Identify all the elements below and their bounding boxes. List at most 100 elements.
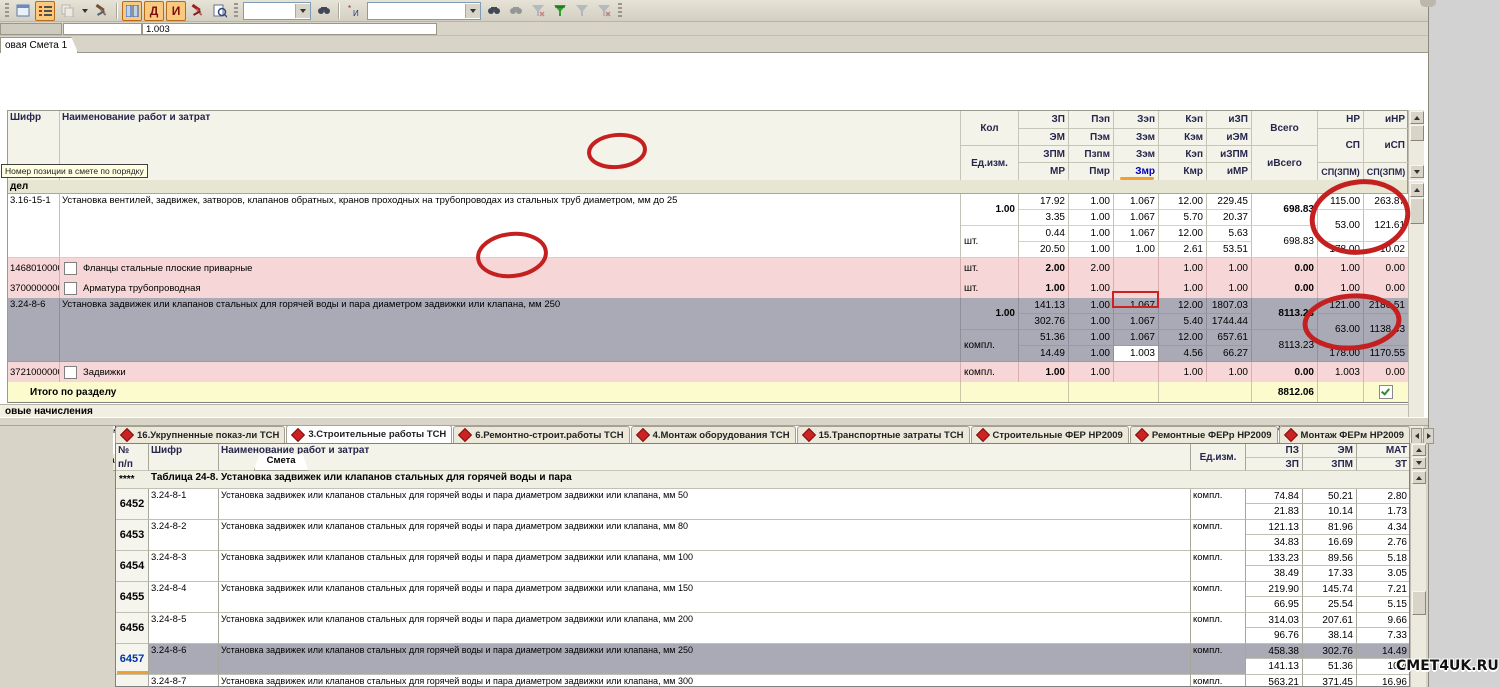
material-p[interactable]: 1.00 xyxy=(1069,278,1114,298)
material-unit[interactable]: компл. xyxy=(961,362,1019,382)
cell-kmr[interactable]: 2.61 xyxy=(1159,242,1207,258)
i-mode-button[interactable]: И xyxy=(166,0,186,21)
row-code[interactable]: 3.24-8-1 xyxy=(149,489,219,520)
cell-izpm[interactable]: 657.61 xyxy=(1207,330,1252,346)
col-em[interactable]: ЭМ xyxy=(1019,129,1069,146)
cell-kep[interactable]: 12.00 xyxy=(1159,298,1207,314)
row-zp[interactable]: 38.49 xyxy=(1246,566,1303,582)
tab-ferm[interactable]: Монтаж ФЕРм НР2009 xyxy=(1278,426,1410,443)
row-zt[interactable]: 1.73 xyxy=(1357,504,1409,520)
col-imr[interactable]: иМР xyxy=(1207,163,1252,181)
header-scrollbar[interactable] xyxy=(1408,110,1424,180)
material-name-cell[interactable]: Фланцы стальные плоские приварные xyxy=(60,258,961,278)
row-zp[interactable]: 141.13 xyxy=(1246,659,1303,675)
scroll-down-icon[interactable] xyxy=(1410,165,1424,178)
work-name[interactable]: Установка вентилей, задвижек, затворов, … xyxy=(60,194,961,258)
material-code[interactable]: 1468010000 xyxy=(8,258,60,278)
work-code[interactable]: 3.24-8-6 xyxy=(8,298,60,362)
row-zt[interactable]: 3.05 xyxy=(1357,566,1409,582)
binoculars-icon[interactable] xyxy=(314,1,334,21)
cell-kmr[interactable]: 4.56 xyxy=(1159,346,1207,362)
row-zt[interactable]: 10.4 xyxy=(1357,659,1409,675)
row-em[interactable]: 89.56 xyxy=(1303,551,1357,566)
columns-icon[interactable] xyxy=(122,0,142,21)
row-pz[interactable]: 219.90 xyxy=(1246,582,1303,597)
row-zpm[interactable]: 25.54 xyxy=(1303,597,1357,613)
work-unit[interactable]: компл. xyxy=(961,330,1019,362)
row-pz[interactable]: 133.23 xyxy=(1246,551,1303,566)
checked-checkbox[interactable] xyxy=(1379,385,1393,399)
work-qty[interactable]: 1.00 xyxy=(961,298,1019,330)
red-tools-icon[interactable] xyxy=(188,1,208,21)
material-i[interactable]: 1.00 xyxy=(1207,278,1252,298)
material-checkbox[interactable] xyxy=(64,365,77,379)
material-nr[interactable]: 1.00 xyxy=(1318,278,1364,298)
panel-splitter[interactable] xyxy=(0,417,1428,426)
col-inr[interactable]: иНР xyxy=(1364,111,1409,129)
cell-pem[interactable]: 1.00 xyxy=(1069,210,1114,226)
row-zt[interactable]: 5.15 xyxy=(1357,597,1409,613)
cell-sp-zpm[interactable]: 178.00 xyxy=(1318,242,1364,258)
col-pem[interactable]: Пэм xyxy=(1069,129,1114,146)
section-total-value[interactable]: 8812.06 xyxy=(1252,382,1318,402)
empty-cell[interactable] xyxy=(1069,382,1159,402)
col-kmr[interactable]: Кмр xyxy=(1159,163,1207,181)
tree-list-icon[interactable] xyxy=(35,0,55,21)
row-em[interactable]: 371.45 xyxy=(1303,675,1357,686)
col-name[interactable]: Наименование работ и затрат xyxy=(60,111,961,181)
col-unit[interactable]: Ед.изм. xyxy=(1191,444,1246,471)
cell-pzpm[interactable]: 1.00 xyxy=(1069,330,1114,346)
row-code[interactable]: 3.24-8-5 xyxy=(149,613,219,644)
material-unit[interactable]: шт. xyxy=(961,278,1019,298)
material-k[interactable]: 1.00 xyxy=(1159,258,1207,278)
row-number[interactable]: 6455 xyxy=(116,582,149,613)
material-inr[interactable]: 0.00 xyxy=(1364,258,1409,278)
col-kep[interactable]: Кэп xyxy=(1159,111,1207,129)
cell-imr[interactable]: 66.27 xyxy=(1207,346,1252,362)
col-zem[interactable]: Зэм xyxy=(1114,129,1159,146)
cell-iem[interactable]: 20.37 xyxy=(1207,210,1252,226)
row-number[interactable] xyxy=(116,675,149,686)
cell-itotal[interactable]: 698.83 xyxy=(1252,226,1318,258)
scroll-up-icon[interactable] xyxy=(1410,183,1424,197)
material-nr[interactable]: 1.00 xyxy=(1318,258,1364,278)
material-total[interactable]: 0.00 xyxy=(1252,278,1318,298)
col-pz[interactable]: ПЗ xyxy=(1246,444,1303,458)
cell-zem[interactable]: 1.067 xyxy=(1114,314,1159,330)
row-name[interactable]: Установка задвижек или клапанов стальных… xyxy=(219,613,1191,644)
col-zp[interactable]: ЗП xyxy=(1246,458,1303,471)
row-number[interactable]: 6456 xyxy=(116,613,149,644)
preview-icon[interactable] xyxy=(210,1,230,21)
norms-group-row[interactable]: **** Таблица 24-8. Установка задвижек ил… xyxy=(116,471,1409,490)
material-inr[interactable]: 0.00 xyxy=(1364,278,1409,298)
row-mat[interactable]: 16.96 xyxy=(1357,675,1409,687)
col-ed-izm[interactable]: Ед.изм. xyxy=(961,146,1019,181)
filter-combo[interactable] xyxy=(367,1,481,20)
cell-isp-zpm[interactable]: 10.02 xyxy=(1364,242,1409,258)
col-sp[interactable]: СП xyxy=(1318,129,1364,163)
col-pep[interactable]: Пэп xyxy=(1069,111,1114,129)
tab-fer[interactable]: Строительные ФЕР НР2009 xyxy=(970,426,1129,443)
row-pz[interactable]: 563.21 xyxy=(1246,675,1303,686)
cell-mr[interactable]: 20.50 xyxy=(1019,242,1069,258)
cell-pmr[interactable]: 1.00 xyxy=(1069,242,1114,258)
cell-imr[interactable]: 53.51 xyxy=(1207,242,1252,258)
cell-zep[interactable]: 1.067 xyxy=(1114,194,1159,210)
row-zp[interactable]: 66.95 xyxy=(1246,597,1303,613)
col-kem[interactable]: Кэм xyxy=(1159,129,1207,146)
cell-kem[interactable]: 5.70 xyxy=(1159,210,1207,226)
cell-kep2[interactable]: 12.00 xyxy=(1159,330,1207,346)
col-code[interactable]: Шифр xyxy=(149,444,219,471)
material-qty[interactable]: 1.00 xyxy=(1019,278,1069,298)
row-unit[interactable]: компл. xyxy=(1191,644,1246,675)
cell-inr[interactable]: 2186.51 xyxy=(1364,298,1409,314)
row-unit[interactable]: компл. xyxy=(1191,582,1246,613)
row-zt[interactable]: 2.76 xyxy=(1357,535,1409,551)
row-code[interactable]: 3.24-8-4 xyxy=(149,582,219,613)
row-name[interactable]: Установка задвижек или клапанов стальных… xyxy=(219,675,1191,686)
cell-nr[interactable]: 115.00 xyxy=(1318,194,1364,210)
cell-em[interactable]: 302.76 xyxy=(1019,314,1069,330)
material-checkbox[interactable] xyxy=(64,281,77,295)
col-sp-zpm[interactable]: СП(ЗПМ) xyxy=(1318,163,1364,181)
row-number[interactable]: 6457 xyxy=(116,644,149,675)
